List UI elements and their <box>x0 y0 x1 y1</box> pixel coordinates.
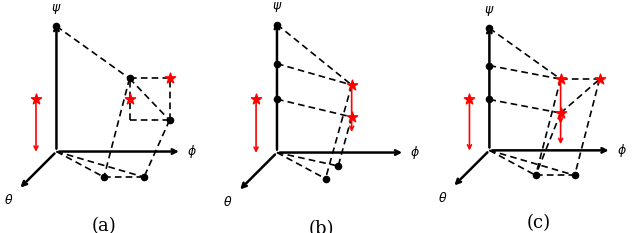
Point <box>570 173 580 177</box>
Point <box>251 97 261 101</box>
Point <box>556 111 566 115</box>
Text: $\phi$: $\phi$ <box>187 143 196 160</box>
Text: $\psi$: $\psi$ <box>484 4 495 18</box>
Text: $\theta$: $\theta$ <box>438 191 447 205</box>
Point <box>556 77 566 81</box>
Text: (a): (a) <box>92 217 116 233</box>
Point <box>51 24 61 28</box>
Point <box>272 97 282 101</box>
Text: $\phi$: $\phi$ <box>410 144 420 161</box>
Point <box>484 98 495 101</box>
Text: (b): (b) <box>308 220 334 233</box>
Text: $\theta$: $\theta$ <box>223 195 233 209</box>
Point <box>99 175 109 179</box>
Text: $\phi$: $\phi$ <box>616 142 627 159</box>
Point <box>272 23 282 26</box>
Point <box>346 115 356 119</box>
Point <box>531 173 541 177</box>
Point <box>124 97 134 101</box>
Point <box>484 26 495 30</box>
Text: (c): (c) <box>527 215 550 233</box>
Point <box>31 97 41 101</box>
Point <box>595 77 605 81</box>
Text: $\theta$: $\theta$ <box>4 193 13 207</box>
Point <box>139 175 149 179</box>
Text: $\psi$: $\psi$ <box>51 2 61 16</box>
Point <box>484 64 495 67</box>
Point <box>164 118 175 122</box>
Point <box>321 177 331 181</box>
Text: $\psi$: $\psi$ <box>272 0 282 14</box>
Point <box>333 164 343 168</box>
Point <box>465 97 475 101</box>
Point <box>164 77 175 80</box>
Point <box>124 77 134 80</box>
Point <box>272 62 282 65</box>
Point <box>346 83 356 87</box>
